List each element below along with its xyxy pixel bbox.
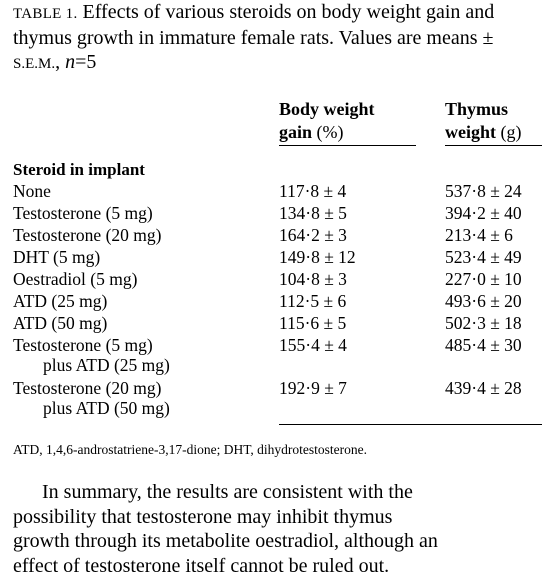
column-header-line1: Thymus — [445, 99, 509, 119]
row-label-line2: plus ATD (25 mg) — [43, 355, 170, 375]
body-weight-gain-value: 112·5 ± 6 — [279, 291, 347, 311]
body-weight-gain-value: 149·8 ± 12 — [279, 247, 356, 267]
table-caption-text: Effects of various steroids on body weig… — [13, 1, 495, 49]
table-caption: TABLE 1. Effects of various steroids on … — [13, 0, 543, 76]
sem-label: S.E.M. — [13, 56, 56, 72]
thymus-weight-value: 523·4 ± 49 — [445, 247, 522, 267]
row-label: Testosterone (5 mg) plus ATD (25 mg) — [13, 335, 170, 375]
paragraph-line: effect of testosterone itself cannot be … — [13, 554, 390, 577]
table-footnote: ATD, 1,4,6-androstatriene-3,17-dione; DH… — [13, 442, 368, 457]
paragraph-line: In summary, the results are consistent w… — [42, 481, 413, 503]
caption-separator: , — [55, 51, 66, 73]
n-variable: n — [65, 51, 76, 73]
section-heading: Steroid in implant — [13, 160, 145, 179]
thymus-weight-value: 439·4 ± 28 — [445, 378, 522, 398]
body-weight-gain-value: 155·4 ± 4 — [279, 335, 347, 355]
paragraph-line: growth through its metabolite oestradiol… — [13, 530, 438, 552]
row-label: Testosterone (20 mg) plus ATD (50 mg) — [13, 378, 170, 418]
column-header-line2: weight — [445, 122, 496, 142]
column-header-body-weight-gain: Body weight gain (%) — [279, 98, 375, 144]
row-label-line2: plus ATD (50 mg) — [43, 398, 170, 418]
column-header-thymus-weight: Thymus weight (g) — [445, 98, 522, 144]
row-label: Testosterone (20 mg) — [13, 225, 162, 245]
body-weight-gain-value: 164·2 ± 3 — [279, 225, 347, 245]
thymus-weight-value: 537·8 ± 24 — [445, 181, 522, 201]
column-header-line1: Body weight — [279, 99, 375, 119]
body-weight-gain-value: 115·6 ± 5 — [279, 313, 347, 333]
thymus-weight-value: 213·4 ± 6 — [445, 225, 513, 245]
header-rule-left — [279, 145, 416, 146]
thymus-weight-value: 485·4 ± 30 — [445, 335, 522, 355]
n-value: =5 — [75, 51, 97, 73]
table-bottom-rule — [279, 424, 542, 425]
row-label-line1: Testosterone (5 mg) — [13, 335, 153, 355]
body-weight-gain-value: 117·8 ± 4 — [279, 181, 347, 201]
thymus-weight-value: 394·2 ± 40 — [445, 203, 522, 223]
column-header-line2: gain — [279, 122, 313, 142]
column-unit: (%) — [316, 122, 344, 142]
row-label: Testosterone (5 mg) — [13, 203, 153, 223]
header-rule-right — [445, 145, 542, 146]
body-weight-gain-value: 104·8 ± 3 — [279, 269, 347, 289]
row-label-line1: Testosterone (20 mg) — [13, 378, 162, 398]
body-paragraph: In summary, the results are consistent w… — [13, 480, 543, 578]
thymus-weight-value: 227·0 ± 10 — [445, 269, 522, 289]
body-weight-gain-value: 192·9 ± 7 — [279, 378, 347, 398]
row-label: ATD (50 mg) — [13, 313, 108, 333]
paragraph-line: possibility that testosterone may inhibi… — [13, 505, 393, 528]
column-unit: (g) — [500, 122, 522, 142]
row-label: Oestradiol (5 mg) — [13, 269, 138, 289]
body-weight-gain-value: 134·8 ± 5 — [279, 203, 347, 223]
thymus-weight-value: 502·3 ± 18 — [445, 313, 522, 333]
table-label: TABLE 1. — [13, 6, 78, 22]
row-label: None — [13, 181, 51, 201]
row-label: ATD (25 mg) — [13, 291, 108, 311]
row-label: DHT (5 mg) — [13, 247, 101, 267]
thymus-weight-value: 493·6 ± 20 — [445, 291, 522, 311]
